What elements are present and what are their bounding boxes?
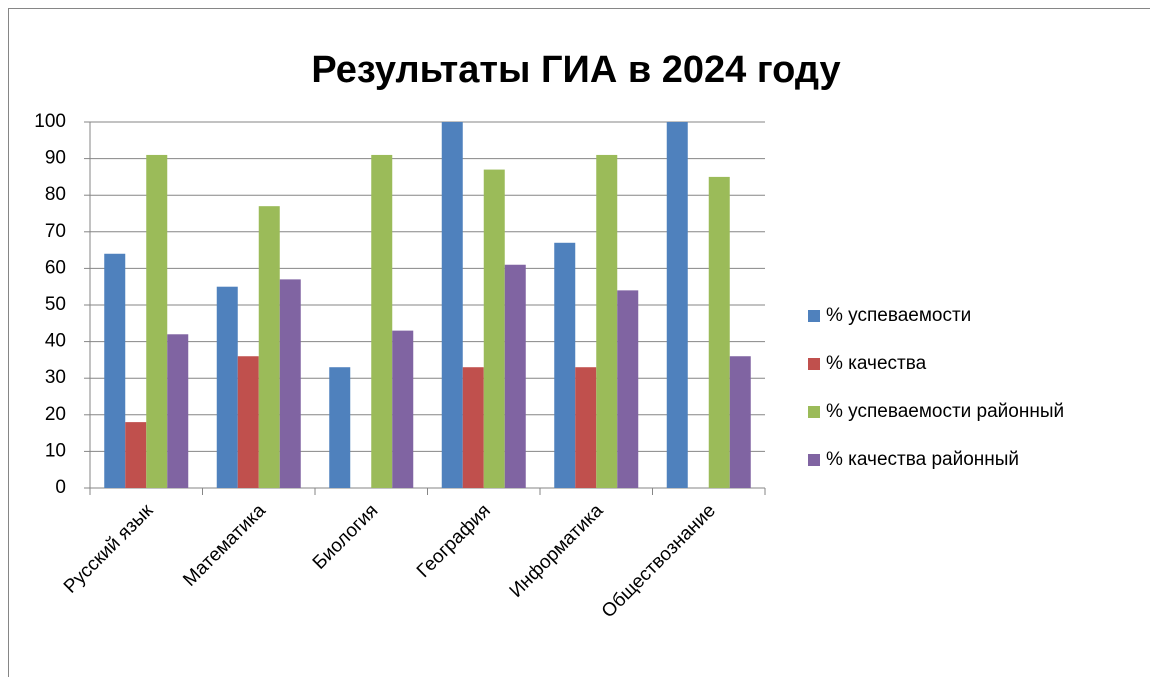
legend-swatch bbox=[808, 454, 820, 466]
bar bbox=[483, 169, 505, 488]
y-tick-label: 40 bbox=[45, 331, 66, 352]
bar bbox=[392, 330, 414, 488]
legend-label: % качества bbox=[826, 353, 927, 374]
bar bbox=[596, 154, 618, 488]
bar bbox=[167, 334, 189, 488]
y-tick-label: 80 bbox=[45, 184, 66, 205]
bar bbox=[462, 367, 484, 488]
y-tick-label: 50 bbox=[45, 294, 66, 315]
bar bbox=[146, 154, 168, 488]
y-tick-label: 100 bbox=[34, 111, 66, 132]
y-tick-label: 90 bbox=[45, 148, 66, 169]
legend-label: % успеваемости районный bbox=[826, 401, 1064, 422]
bar bbox=[125, 422, 147, 488]
bar bbox=[329, 367, 351, 488]
y-tick-label: 30 bbox=[45, 367, 66, 388]
bar bbox=[216, 286, 238, 488]
bar bbox=[666, 122, 688, 488]
y-tick-label: 0 bbox=[55, 477, 66, 498]
bar bbox=[708, 176, 730, 488]
legend-swatch bbox=[808, 406, 820, 418]
bar bbox=[575, 367, 597, 488]
chart-frame bbox=[8, 8, 1150, 677]
bar bbox=[617, 290, 639, 488]
bar bbox=[237, 356, 259, 488]
bar bbox=[729, 356, 751, 488]
y-tick-label: 20 bbox=[45, 404, 66, 425]
bar bbox=[104, 253, 126, 488]
legend-label: % успеваемости bbox=[826, 305, 971, 326]
y-tick-label: 70 bbox=[45, 221, 66, 242]
legend-swatch bbox=[808, 310, 820, 322]
chart-title: Результаты ГИА в 2024 году bbox=[311, 49, 840, 91]
bar bbox=[504, 264, 526, 488]
legend-swatch bbox=[808, 358, 820, 370]
legend-label: % качества районный bbox=[826, 449, 1019, 470]
y-tick-label: 60 bbox=[45, 257, 66, 278]
bar bbox=[279, 279, 301, 488]
bar bbox=[371, 154, 393, 488]
bar bbox=[554, 242, 576, 488]
bar bbox=[441, 122, 463, 488]
bar bbox=[258, 206, 280, 488]
y-tick-label: 10 bbox=[45, 440, 66, 461]
